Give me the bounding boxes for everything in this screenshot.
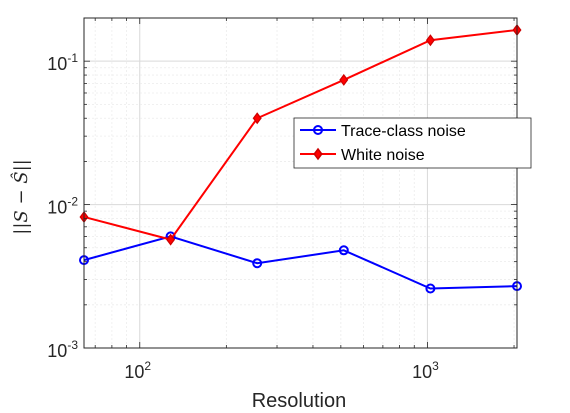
series-layer <box>79 23 522 294</box>
data-point-trace-class-noise <box>338 245 349 256</box>
legend-label-white-noise: White noise <box>341 147 425 164</box>
plot-frame <box>83 17 518 349</box>
x-tick-label: 103 <box>412 359 439 382</box>
x-tick-labels: 102 103 <box>124 359 439 382</box>
x-tick-label: 102 <box>124 359 151 382</box>
data-point-trace-class-noise <box>425 283 436 294</box>
legend-marker-trace-class <box>313 125 323 135</box>
data-point-white-noise <box>339 73 349 86</box>
series-line-white-noise <box>83 28 518 241</box>
y-tick-label: 10-1 <box>47 51 78 74</box>
y-tick-labels: 10-3 10-2 10-1 <box>47 51 78 361</box>
y-tick-label: 10-3 <box>47 338 78 361</box>
data-point-white-noise <box>166 233 176 246</box>
legend-label-trace-class: Trace-class noise <box>341 123 466 140</box>
y-tick-label: 10-2 <box>47 195 78 218</box>
x-axis-label: Resolution <box>252 390 347 412</box>
data-point-white-noise <box>425 34 435 47</box>
legend-marker-white-noise <box>313 147 323 161</box>
grid <box>84 17 517 349</box>
data-point-trace-class-noise <box>252 258 263 269</box>
data-point-white-noise <box>252 112 262 125</box>
legend: Trace-class noise White noise <box>293 117 532 169</box>
y-axis-label: ||S − Ŝ|| <box>9 159 32 234</box>
legend-box <box>293 117 532 169</box>
series-line-trace-class-noise <box>83 235 518 290</box>
